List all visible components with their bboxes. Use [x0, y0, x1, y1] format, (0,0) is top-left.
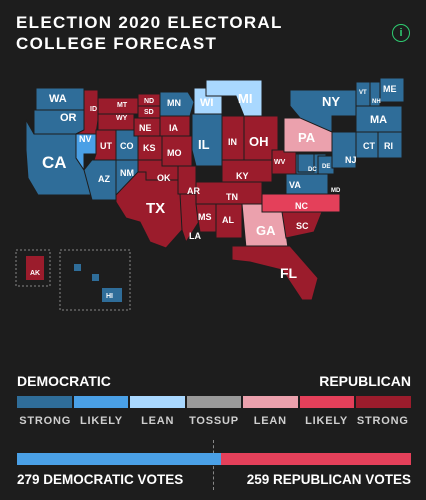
label-ks: KS — [143, 143, 156, 153]
dem-votes-text: 279 DEMOCRATIC VOTES — [17, 472, 184, 487]
label-mt: MT — [117, 102, 128, 109]
majority-marker — [213, 440, 214, 490]
scale-lean-rep — [243, 396, 298, 408]
label-in: IN — [228, 137, 237, 147]
rating-scale-labels: STRONG LIKELY LEAN TOSSUP LEAN LIKELY ST… — [17, 415, 411, 427]
label-wi: WI — [200, 97, 213, 109]
scale-label: STRONG — [356, 415, 409, 427]
label-de: DE — [322, 164, 330, 170]
label-la: LA — [189, 231, 201, 241]
label-al: AL — [222, 215, 234, 225]
state-ma[interactable] — [355, 105, 403, 133]
label-id: ID — [90, 106, 97, 113]
label-ky: KY — [236, 171, 249, 181]
label-wv: WV — [274, 159, 286, 166]
label-vt: VT — [359, 90, 367, 96]
label-ri: RI — [384, 141, 393, 151]
label-nc: NC — [295, 201, 308, 211]
state-al[interactable] — [215, 203, 243, 239]
label-wa: WA — [49, 93, 67, 105]
label-ak: AK — [30, 270, 40, 277]
label-ny: NY — [322, 94, 340, 109]
label-nm: NM — [120, 168, 134, 178]
state-fl[interactable] — [231, 245, 319, 301]
votes-bar — [17, 453, 411, 465]
electoral-map: WA OR CA NV ID MT WY UT CO AZ NM ND SD N… — [15, 77, 405, 311]
label-ok: OK — [157, 173, 171, 183]
state-ms[interactable] — [195, 203, 217, 233]
state-dc[interactable] — [297, 153, 315, 173]
label-ne: NE — [139, 123, 152, 133]
label-va: VA — [289, 180, 301, 190]
rating-scale — [17, 396, 412, 408]
label-ar: AR — [187, 186, 200, 196]
label-or: OR — [60, 112, 77, 124]
label-mi: MI — [238, 91, 252, 106]
label-ut: UT — [100, 141, 112, 151]
scale-strong-rep — [356, 396, 412, 408]
label-il: IL — [198, 137, 210, 152]
label-co: CO — [120, 141, 134, 151]
state-hi-dot2 — [92, 274, 99, 281]
scale-tossup — [186, 396, 242, 408]
label-pa: PA — [298, 130, 316, 145]
scale-label: STRONG — [19, 415, 72, 427]
scale-label: LIKELY — [79, 415, 123, 427]
label-mo: MO — [167, 148, 182, 158]
scale-likely-dem — [73, 396, 129, 408]
label-ga: GA — [256, 223, 276, 238]
label-mn: MN — [167, 98, 181, 108]
label-nd: ND — [144, 98, 154, 105]
label-ca: CA — [42, 153, 67, 172]
alaska-inset — [15, 249, 51, 287]
scale-label: LEAN — [253, 415, 287, 427]
label-sd: SD — [144, 109, 154, 116]
info-icon[interactable]: i — [392, 24, 410, 42]
scale-label: TOSSUP — [189, 415, 239, 427]
state-me[interactable] — [379, 77, 405, 103]
label-ia: IA — [169, 123, 179, 133]
state-ky[interactable] — [221, 159, 273, 183]
label-nh: NH — [372, 99, 381, 105]
label-tx: TX — [146, 200, 165, 217]
label-md: MD — [331, 188, 341, 194]
label-nv: NV — [79, 134, 92, 144]
dem-votes-segment — [17, 453, 222, 465]
rep-votes-segment — [221, 453, 411, 465]
label-sc: SC — [296, 221, 309, 231]
state-hi[interactable] — [102, 288, 122, 302]
state-or[interactable] — [33, 109, 85, 135]
label-az: AZ — [98, 174, 110, 184]
label-hi: HI — [106, 293, 113, 300]
scale-likely-rep — [299, 396, 355, 408]
label-ma: MA — [370, 114, 387, 126]
state-il[interactable] — [191, 113, 223, 167]
state-nj[interactable] — [331, 131, 357, 169]
label-fl: FL — [280, 265, 298, 281]
label-nj: NJ — [345, 155, 357, 165]
democratic-label: DEMOCRATIC — [17, 373, 111, 389]
state-de[interactable] — [317, 155, 335, 175]
label-ct: CT — [363, 141, 375, 151]
state-ak[interactable] — [26, 256, 44, 280]
label-wy: WY — [116, 115, 128, 122]
state-mn[interactable] — [159, 91, 195, 117]
rep-votes-text: 259 REPUBLICAN VOTES — [246, 472, 411, 487]
state-la[interactable] — [179, 193, 201, 244]
scale-label: LEAN — [141, 415, 175, 427]
scale-label: LIKELY — [305, 415, 348, 427]
label-dc: DC — [308, 167, 317, 173]
label-me: ME — [383, 84, 397, 94]
label-ms: MS — [198, 212, 212, 222]
state-hi-dot1 — [74, 264, 81, 271]
state-nh[interactable] — [369, 81, 381, 107]
label-tn: TN — [226, 192, 238, 202]
scale-strong-dem — [17, 396, 72, 408]
republican-label: REPUBLICAN — [319, 373, 411, 389]
page-title: ELECTION 2020 ELECTORAL COLLEGE FORECAST — [16, 13, 283, 53]
scale-lean-dem — [130, 396, 185, 408]
label-oh: OH — [249, 134, 269, 149]
hawaii-inset — [59, 249, 131, 311]
